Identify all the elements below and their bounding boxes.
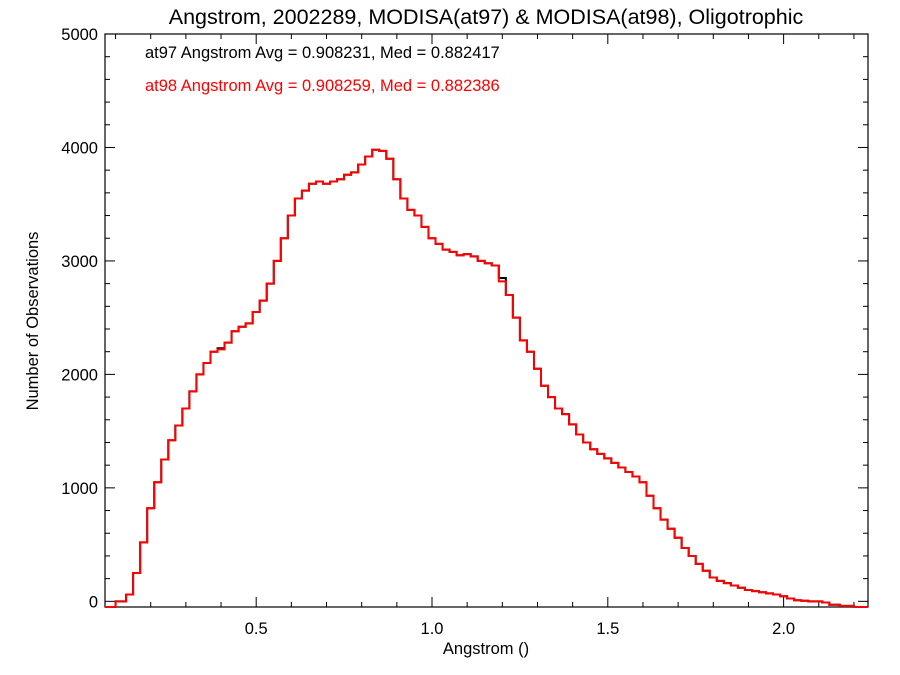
y-tick-label: 5000 [61, 26, 98, 44]
y-tick-label: 2000 [61, 366, 98, 384]
series-layer [105, 148, 868, 608]
plot-frame [104, 33, 869, 608]
chart-title: Angstrom, 2002289, MODISA(at97) & MODISA… [169, 5, 804, 29]
series-line-at97 [105, 148, 868, 608]
x-axis-label: Angstrom () [443, 640, 529, 658]
y-tick-label: 4000 [61, 139, 98, 157]
x-axis-ticks: 0.5 1.0 1.5 2.0 [115, 34, 855, 638]
x-tick-label: 2.0 [772, 620, 795, 638]
plot-frame-rect [104, 33, 869, 608]
x-tick-label: 1.0 [421, 620, 444, 638]
series-annotation-at97: at97 Angstrom Avg = 0.908231, Med = 0.88… [145, 44, 500, 62]
x-tick-label: 1.5 [596, 620, 619, 638]
y-axis-ticks: 0 1000 2000 3000 4000 5000 [61, 26, 868, 611]
series-annotation-at98: at98 Angstrom Avg = 0.908259, Med = 0.88… [145, 77, 500, 95]
y-axis-label: Number of Observations [24, 232, 42, 411]
series-line-at98 [105, 148, 868, 608]
y-tick-label: 1000 [61, 480, 98, 498]
y-tick-label: 0 [89, 593, 98, 611]
x-tick-label: 0.5 [245, 620, 268, 638]
y-tick-label: 3000 [61, 253, 98, 271]
